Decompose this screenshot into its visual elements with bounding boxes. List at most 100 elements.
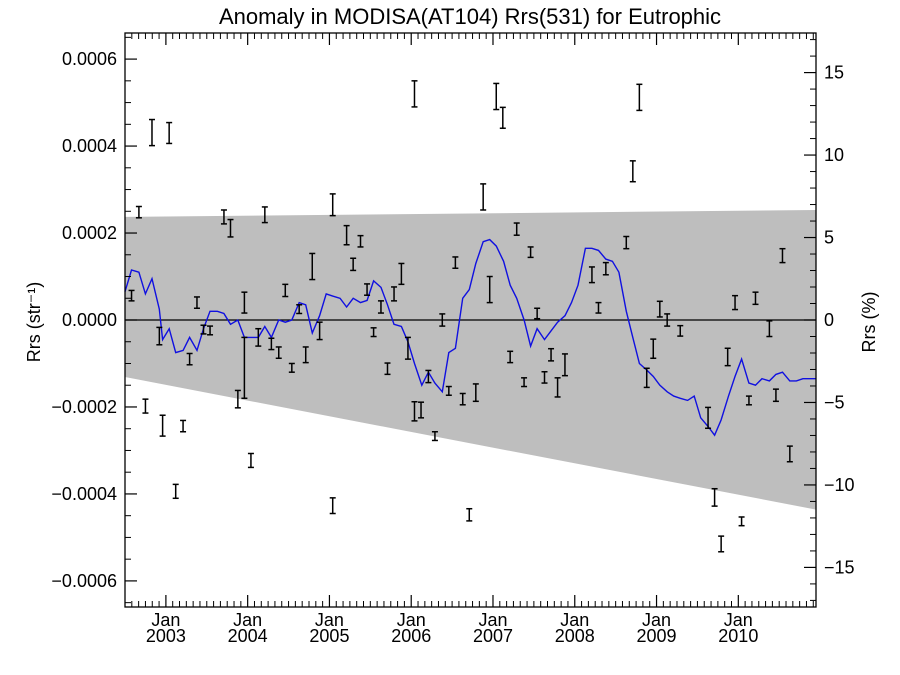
y-left-tick-label: 0.0002: [62, 223, 117, 243]
error-bar: [227, 218, 234, 238]
error-bar: [156, 326, 163, 346]
error-bar: [772, 388, 779, 403]
error-bar: [364, 283, 371, 296]
error-bar: [431, 431, 438, 442]
y-right-tick-label: −15: [824, 557, 855, 577]
y-right-tick-label: 15: [824, 63, 844, 83]
y-left-tick-label: −0.0002: [51, 397, 117, 417]
error-bar: [172, 483, 179, 500]
error-bar: [738, 516, 745, 527]
y-axis-right-title: Rrs (%): [859, 292, 879, 353]
error-bar: [166, 121, 173, 145]
error-bar: [786, 445, 793, 463]
error-bar: [452, 256, 459, 270]
error-bar: [357, 234, 364, 248]
error-bar: [588, 266, 595, 284]
error-bar: [234, 389, 241, 409]
error-bar: [255, 327, 262, 347]
error-bar: [247, 452, 254, 469]
x-tick-year-label: 2003: [146, 626, 186, 646]
error-bar: [207, 325, 214, 336]
error-bar: [343, 224, 350, 246]
y-right-tick-label: 0: [824, 310, 834, 330]
error-bar: [677, 324, 684, 337]
error-bar: [766, 320, 773, 338]
error-bar: [745, 395, 752, 406]
error-bar: [411, 80, 418, 108]
error-bar: [732, 294, 739, 311]
x-tick-year-label: 2004: [228, 626, 268, 646]
x-tick-month-label: Jan: [397, 610, 426, 630]
error-bar: [724, 347, 731, 367]
error-bar: [142, 398, 149, 414]
error-bar: [752, 291, 759, 306]
error-bar: [561, 353, 568, 377]
error-bar: [309, 252, 316, 281]
left-y-axis: 0.0006 0.0004 0.0002 0.0000 −0.0002 −0.0004 −0…: [51, 36, 137, 604]
error-bar: [268, 337, 275, 351]
x-tick-year-label: 2009: [637, 626, 677, 646]
error-bar: [418, 401, 425, 419]
error-bar: [499, 106, 506, 129]
error-bar: [135, 205, 142, 219]
error-bar: [425, 369, 432, 384]
error-bar: [623, 235, 630, 250]
error-bar: [439, 313, 446, 327]
x-tick-year-label: 2010: [718, 626, 758, 646]
y-right-tick-label: 10: [824, 145, 844, 165]
error-bar: [296, 304, 303, 315]
error-bar: [316, 321, 323, 341]
y-left-tick-label: 0.0004: [62, 136, 117, 156]
x-tick-month-label: Jan: [724, 610, 753, 630]
error-bars-layer: [128, 80, 793, 553]
x-tick-month-label: Jan: [560, 610, 589, 630]
error-bar: [493, 82, 500, 111]
error-bar: [656, 300, 663, 318]
error-bar: [602, 261, 609, 276]
error-bar: [384, 362, 391, 376]
y-right-tick-label: −5: [824, 392, 845, 412]
error-bar: [554, 377, 561, 398]
error-bar: [180, 419, 187, 433]
error-bar: [159, 414, 166, 437]
series-line-layer: [124, 238, 816, 437]
chart-title: Anomaly in MODISA(AT104) Rrs(531) for Eu…: [219, 4, 721, 29]
x-tick-month-label: Jan: [233, 610, 262, 630]
error-bar: [241, 291, 248, 314]
error-bar: [220, 209, 227, 225]
error-bar: [148, 118, 155, 147]
error-bar: [643, 367, 650, 389]
error-bar: [664, 313, 671, 327]
error-bar: [711, 487, 718, 507]
y-axis-left-title: Rrs (str⁻¹): [24, 282, 44, 362]
error-bar: [186, 352, 193, 366]
error-bar: [302, 346, 309, 364]
error-bar: [480, 183, 487, 211]
error-bar: [595, 301, 602, 314]
y-left-tick-label: −0.0004: [51, 484, 117, 504]
error-bar: [629, 160, 636, 183]
error-bar: [282, 283, 289, 298]
error-bar: [329, 497, 336, 515]
uncertainty-band-layer: [125, 210, 816, 510]
error-bar: [193, 296, 200, 310]
error-bar: [459, 392, 466, 406]
error-bar: [398, 262, 405, 286]
error-bar: [261, 206, 268, 224]
error-bar: [200, 324, 207, 335]
y-left-tick-label: 0.0006: [62, 49, 117, 69]
error-bar: [411, 401, 418, 422]
error-bar: [288, 362, 295, 373]
error-bar: [507, 350, 514, 364]
x-tick-year-label: 2007: [473, 626, 513, 646]
error-bar: [472, 383, 479, 403]
error-bar: [718, 535, 725, 553]
error-bar: [275, 346, 282, 360]
error-bar: [370, 327, 377, 338]
y-left-tick-label: 0.0000: [62, 310, 117, 330]
error-bar: [445, 385, 452, 396]
error-bar: [527, 246, 534, 259]
error-bar: [541, 370, 548, 384]
error-bar: [377, 300, 384, 314]
